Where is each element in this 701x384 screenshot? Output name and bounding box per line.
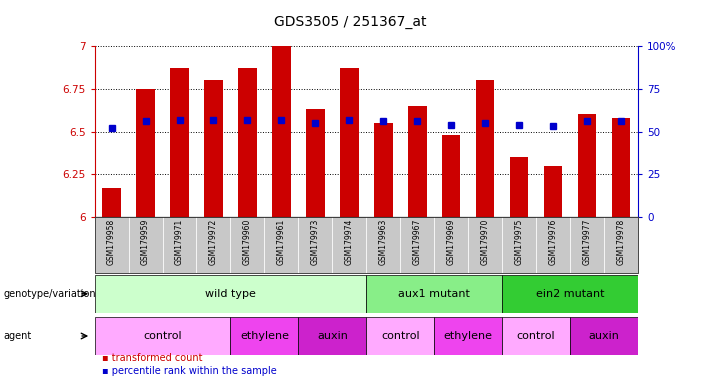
Text: GSM179973: GSM179973: [311, 219, 320, 265]
Text: GSM179972: GSM179972: [209, 219, 218, 265]
Text: ethylene: ethylene: [240, 331, 289, 341]
Text: GDS3505 / 251367_at: GDS3505 / 251367_at: [274, 15, 427, 29]
Text: control: control: [517, 331, 555, 341]
Text: control: control: [143, 331, 182, 341]
Bar: [408, 106, 426, 217]
Bar: [95, 317, 231, 355]
Bar: [578, 114, 597, 217]
Text: GSM179963: GSM179963: [379, 219, 388, 265]
Text: auxin: auxin: [317, 331, 348, 341]
Text: genotype/variation: genotype/variation: [4, 289, 96, 299]
Text: GSM179970: GSM179970: [481, 219, 489, 265]
Text: GSM179960: GSM179960: [243, 219, 252, 265]
Bar: [442, 135, 461, 217]
Bar: [95, 275, 366, 313]
Bar: [170, 68, 189, 217]
Bar: [544, 166, 562, 217]
Bar: [570, 317, 638, 355]
Text: GSM179967: GSM179967: [413, 219, 422, 265]
Bar: [374, 123, 393, 217]
Bar: [366, 275, 502, 313]
Text: GSM179961: GSM179961: [277, 219, 286, 265]
Text: GSM179958: GSM179958: [107, 219, 116, 265]
Text: GSM179976: GSM179976: [548, 219, 557, 265]
Bar: [231, 317, 299, 355]
Bar: [434, 317, 502, 355]
Text: GSM179971: GSM179971: [175, 219, 184, 265]
Bar: [204, 80, 223, 217]
Text: aux1 mutant: aux1 mutant: [398, 289, 470, 299]
Bar: [272, 46, 291, 217]
Text: ▪ percentile rank within the sample: ▪ percentile rank within the sample: [102, 366, 276, 376]
Text: GSM179974: GSM179974: [345, 219, 354, 265]
Text: GSM179977: GSM179977: [583, 219, 592, 265]
Bar: [306, 109, 325, 217]
Bar: [102, 188, 121, 217]
Text: ▪ transformed count: ▪ transformed count: [102, 353, 202, 363]
Bar: [502, 275, 638, 313]
Bar: [366, 317, 434, 355]
Text: auxin: auxin: [589, 331, 620, 341]
Bar: [340, 68, 359, 217]
Text: ethylene: ethylene: [444, 331, 493, 341]
Text: GSM179978: GSM179978: [616, 219, 625, 265]
Bar: [502, 317, 570, 355]
Bar: [238, 68, 257, 217]
Bar: [510, 157, 529, 217]
Bar: [136, 89, 155, 217]
Text: GSM179975: GSM179975: [515, 219, 524, 265]
Text: GSM179959: GSM179959: [141, 219, 150, 265]
Bar: [299, 317, 366, 355]
Bar: [476, 80, 494, 217]
Text: wild type: wild type: [205, 289, 256, 299]
Text: ein2 mutant: ein2 mutant: [536, 289, 604, 299]
Text: GSM179969: GSM179969: [447, 219, 456, 265]
Text: control: control: [381, 331, 419, 341]
Bar: [611, 118, 630, 217]
Text: agent: agent: [4, 331, 32, 341]
